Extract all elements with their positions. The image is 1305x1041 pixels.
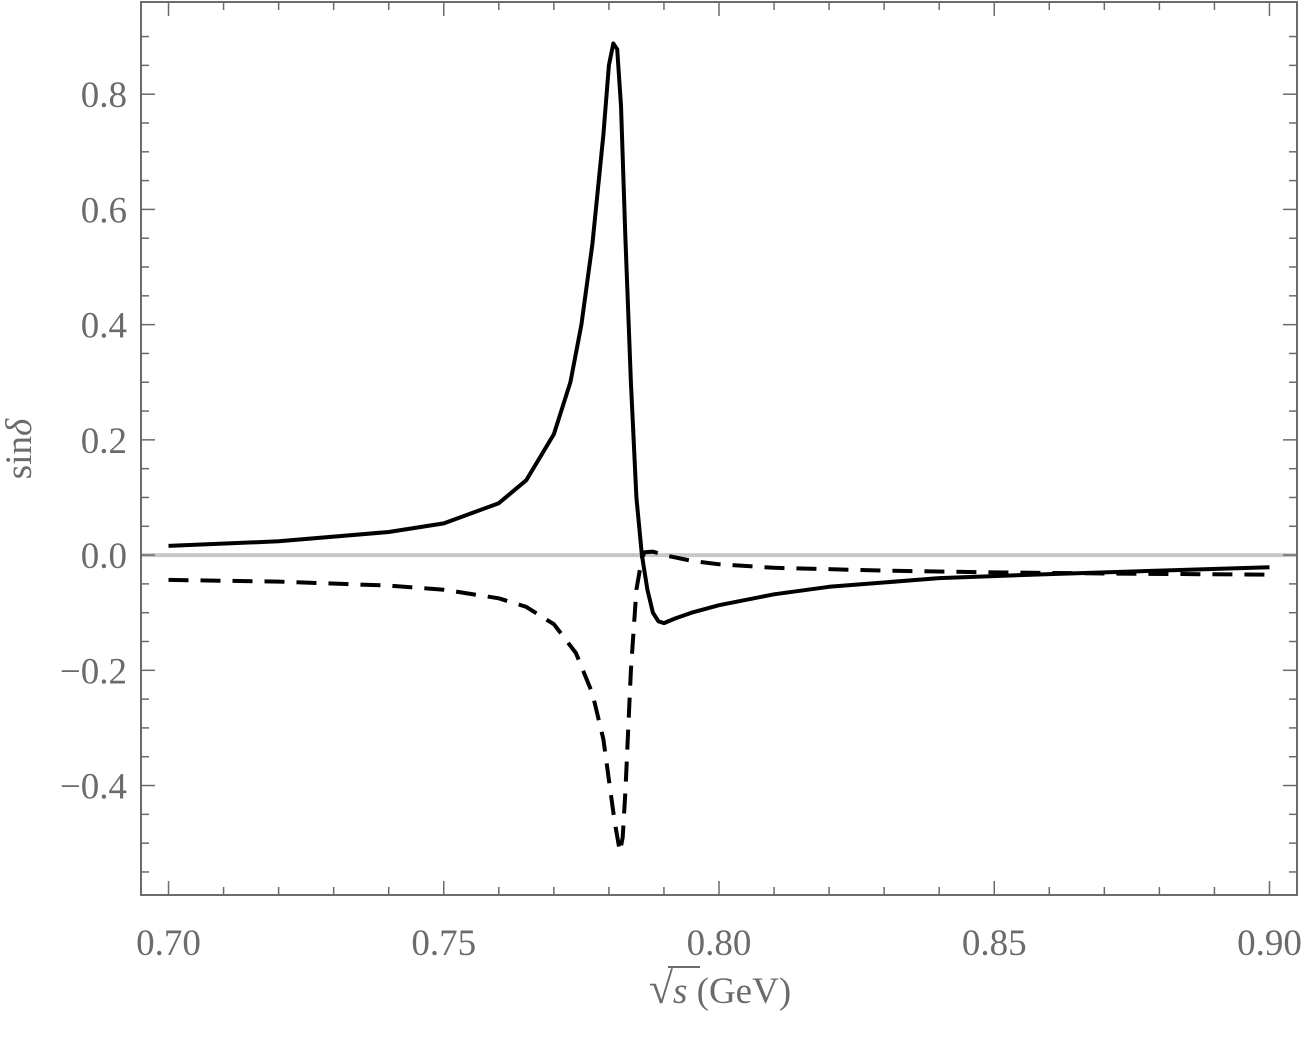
- x-axis-title-radical: √: [649, 964, 674, 1013]
- series-line-solid: [168, 41, 1270, 626]
- series-layer: [168, 41, 1270, 854]
- tick-layer: [141, 2, 1297, 895]
- plot-frame: [140, 1, 1298, 896]
- tick-label-layer: 0.70 0.75 0.80 0.85 0.90 −0.4 −0.2 0.0 0.2 0.4 0.6…: [60, 75, 1302, 964]
- x-tick-label: 0.85: [962, 923, 1027, 964]
- y-tick-label: 0.2: [81, 421, 127, 462]
- x-tick-label: 0.70: [136, 923, 201, 964]
- y-axis-title: sinδ: [0, 418, 40, 479]
- x-tick-label: 0.90: [1237, 923, 1302, 964]
- series-line-dashed: [168, 549, 1270, 854]
- y-axis-title-var: δ: [0, 418, 40, 436]
- x-axis-title: √s (GeV): [649, 964, 791, 1013]
- y-tick-label: 0.6: [81, 190, 127, 231]
- y-tick-label: 0.4: [81, 306, 127, 347]
- y-tick-label: 0.0: [81, 536, 127, 577]
- y-tick-label: 0.8: [81, 75, 127, 116]
- x-axis-title-var: s: [673, 971, 687, 1012]
- x-tick-label: 0.80: [687, 923, 752, 964]
- x-tick-label: 0.75: [411, 923, 476, 964]
- y-axis-title-fn: sin: [0, 436, 40, 479]
- x-axis-title-unit: (GeV): [687, 971, 791, 1012]
- y-tick-label: −0.2: [60, 651, 127, 692]
- y-tick-label: −0.4: [60, 767, 127, 808]
